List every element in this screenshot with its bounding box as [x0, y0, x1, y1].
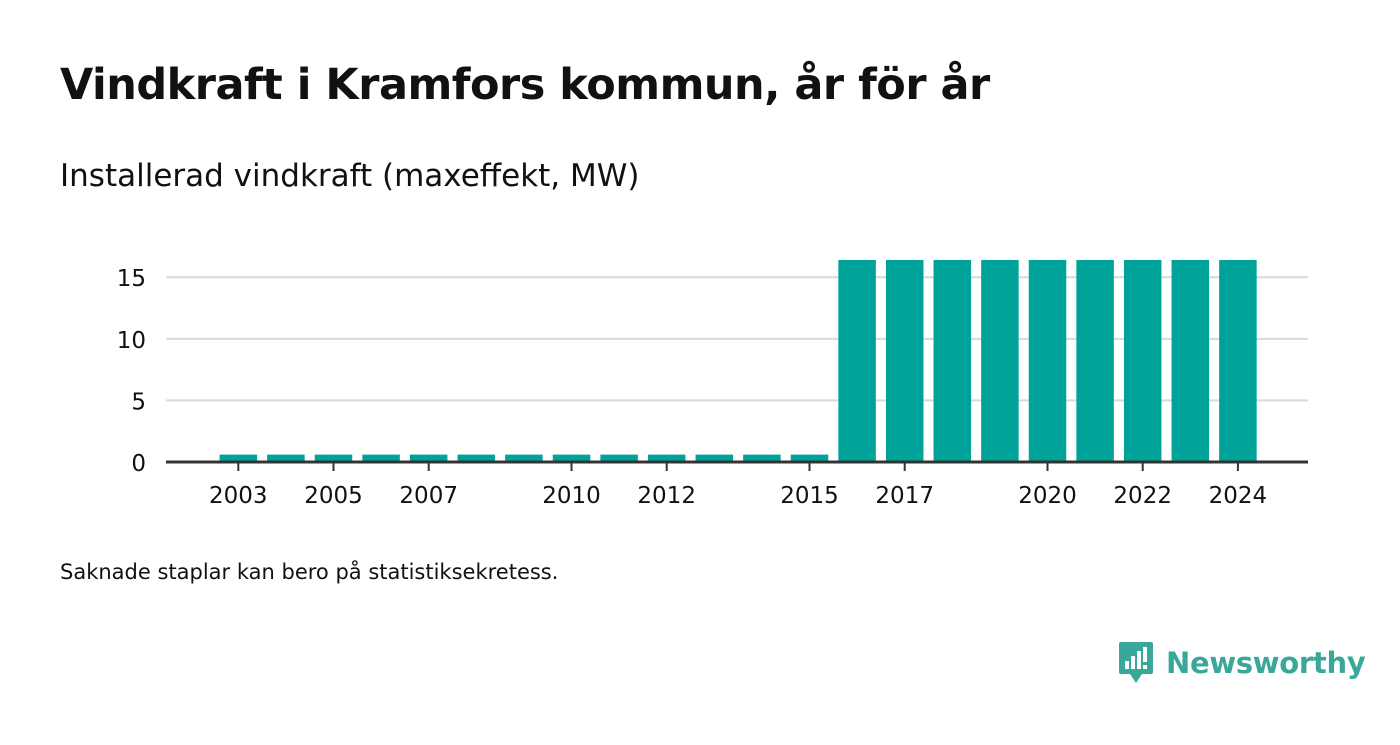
gridlines	[166, 276, 1308, 402]
bar-2022	[1123, 260, 1162, 462]
footnote: Saknade staplar kan bero på statistiksek…	[60, 560, 559, 584]
bar-2014	[743, 454, 781, 462]
y-tick-label: 0	[131, 451, 146, 477]
x-tick-label: 2020	[1018, 483, 1077, 509]
x-tick-label: 2005	[304, 483, 363, 509]
bar-2010	[552, 454, 591, 462]
y-tick-label: 10	[117, 328, 146, 354]
bar-2012	[647, 454, 686, 462]
bar-2009	[505, 454, 543, 462]
bar-2020	[1028, 260, 1067, 462]
bar-2011	[600, 454, 638, 462]
bar-2008	[457, 454, 496, 462]
bar-2005	[314, 454, 353, 462]
y-tick-label: 5	[131, 389, 146, 415]
y-tick-label: 15	[117, 266, 146, 292]
bar-2004	[267, 454, 305, 462]
x-tick-label: 2012	[637, 483, 696, 509]
x-tick-label: 2024	[1209, 483, 1268, 509]
bar-2019	[981, 260, 1019, 462]
bar-2016	[838, 260, 876, 462]
bar-2015	[790, 454, 829, 462]
x-tick-label: 2017	[875, 483, 934, 509]
x-tick-label: 2022	[1113, 483, 1172, 509]
axes: 0 5 10 15 2003 2005 2007 2010 2012 2015 2017 2020 20…	[117, 266, 1308, 509]
bar-2006	[362, 454, 400, 462]
bar-2018	[933, 260, 972, 462]
chart-subtitle: Installerad vindkraft (maxeffekt, MW)	[60, 158, 640, 194]
bar-2021	[1076, 260, 1114, 462]
bar-2003	[219, 454, 258, 462]
chart-title: Vindkraft i Kramfors kommun, år för år	[60, 60, 990, 110]
bar-2013	[695, 454, 734, 462]
x-tick-label: 2015	[780, 483, 839, 509]
bars	[219, 260, 1257, 462]
x-tick-label: 2010	[542, 483, 601, 509]
bar-2023	[1171, 260, 1210, 462]
brand-name: Newsworthy	[1166, 646, 1366, 680]
bar-2024	[1219, 260, 1257, 462]
x-tick-label: 2003	[209, 483, 268, 509]
newsworthy-logo-icon	[1119, 642, 1153, 683]
bar-2017	[885, 260, 924, 462]
x-tick-label: 2007	[399, 483, 458, 509]
bar-2007	[409, 454, 448, 462]
brand-logo: Newsworthy	[1118, 640, 1366, 686]
